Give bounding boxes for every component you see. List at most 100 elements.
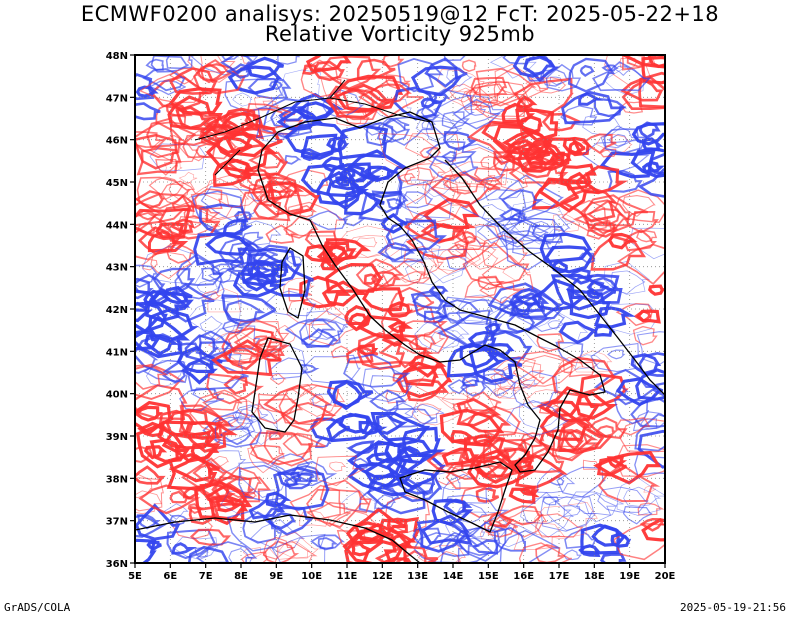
vorticity-contour — [414, 315, 470, 354]
vorticity-contour — [348, 312, 371, 326]
vorticity-contour — [607, 169, 643, 193]
vorticity-contour — [590, 342, 639, 373]
vorticity-contour — [588, 276, 619, 296]
vorticity-contour — [630, 397, 665, 428]
vorticity-contour — [165, 408, 224, 439]
vorticity-contour — [621, 55, 646, 71]
lat-tick-label: 45N — [106, 178, 128, 189]
vorticity-contour — [382, 55, 405, 68]
vorticity-contour — [262, 506, 315, 536]
vorticity-contour — [135, 473, 153, 499]
vorticity-contour — [603, 261, 651, 295]
vorticity-contour — [552, 259, 569, 274]
vorticity-contour — [167, 95, 223, 132]
vorticity-contour — [194, 188, 223, 210]
lat-tick-label: 41N — [106, 347, 128, 358]
vorticity-contour — [535, 513, 584, 538]
vorticity-contour — [358, 420, 388, 436]
vorticity-contour — [253, 96, 274, 112]
vorticity-contour — [204, 353, 244, 384]
lon-tick-label: 5E — [128, 571, 142, 582]
vorticity-contour — [420, 88, 475, 137]
vorticity-contour — [346, 149, 411, 183]
vorticity-contour — [597, 486, 649, 513]
vorticity-contour — [228, 548, 253, 563]
vorticity-contour — [332, 380, 364, 409]
vorticity-contour — [443, 498, 473, 517]
vorticity-contour — [531, 178, 580, 210]
vorticity-contour — [135, 514, 167, 538]
vorticity-contour — [615, 377, 664, 407]
vorticity-contour — [415, 116, 462, 141]
vorticity-contour — [181, 457, 241, 497]
vorticity-contour — [160, 180, 201, 207]
vorticity-contour — [432, 95, 506, 125]
vorticity-contour — [382, 469, 443, 503]
vorticity-contour — [515, 95, 538, 110]
vorticity-contour — [306, 501, 351, 528]
vorticity-contour — [542, 496, 560, 506]
vorticity-contour — [422, 179, 452, 198]
vorticity-contour — [271, 533, 326, 563]
vorticity-contour — [459, 405, 521, 437]
vorticity-contour — [216, 466, 262, 499]
vorticity-contour — [623, 228, 657, 252]
vorticity-contour — [475, 486, 500, 503]
vorticity-contour — [135, 446, 154, 464]
vorticity-contour — [236, 400, 264, 419]
vorticity-contour — [265, 181, 305, 201]
vorticity-contour — [505, 139, 549, 161]
vorticity-contour — [144, 334, 179, 356]
vorticity-contour — [220, 55, 256, 75]
vorticity-contour — [335, 106, 366, 127]
vorticity-contour — [638, 121, 661, 139]
vorticity-contour — [232, 272, 287, 298]
lon-tick-label: 8E — [234, 571, 248, 582]
vorticity-contour — [492, 124, 554, 156]
title-line-2: Relative Vorticity 925mb — [264, 22, 536, 46]
vorticity-contour — [443, 494, 510, 535]
vorticity-contour — [550, 273, 617, 311]
vorticity-contour — [536, 333, 565, 352]
lon-tick-label: 10E — [301, 571, 322, 582]
vorticity-contour — [362, 287, 405, 312]
vorticity-contour — [456, 503, 488, 524]
vorticity-contour — [498, 505, 544, 526]
vorticity-contour — [541, 112, 581, 132]
vorticity-contour — [232, 92, 253, 107]
vorticity-contour — [397, 57, 444, 93]
vorticity-contour — [315, 170, 369, 206]
vorticity-contour — [143, 445, 168, 460]
vorticity-contour — [135, 85, 159, 98]
vorticity-contour — [403, 167, 436, 186]
vorticity-contour — [483, 177, 525, 201]
vorticity-contour — [225, 143, 289, 177]
vorticity-contour — [634, 453, 665, 477]
sardinia-coastline — [251, 337, 303, 433]
vorticity-contour — [539, 406, 590, 441]
vorticity-contour — [473, 167, 506, 182]
vorticity-contour — [300, 163, 357, 198]
vorticity-contour — [428, 155, 479, 182]
vorticity-contour — [184, 334, 220, 362]
vorticity-contour — [234, 321, 290, 348]
vorticity-contour — [274, 324, 297, 346]
vorticity-contour — [242, 271, 275, 292]
vorticity-contour — [336, 529, 367, 549]
vorticity-contour — [503, 230, 557, 271]
vorticity-contour — [286, 298, 343, 326]
vorticity-contour — [268, 431, 286, 441]
vorticity-contour — [195, 541, 258, 563]
vorticity-contour — [196, 63, 227, 84]
vorticity-contour — [163, 503, 189, 520]
vorticity-contour — [135, 133, 178, 170]
vorticity-contour — [249, 431, 314, 466]
vorticity-contour — [515, 350, 577, 385]
vorticity-contour — [460, 248, 499, 270]
vorticity-contour — [423, 331, 446, 346]
vorticity-contour — [200, 267, 225, 282]
vorticity-contour — [416, 403, 442, 416]
vorticity-contour — [269, 181, 320, 217]
vorticity-contour — [472, 434, 494, 447]
vorticity-contour — [542, 68, 572, 87]
